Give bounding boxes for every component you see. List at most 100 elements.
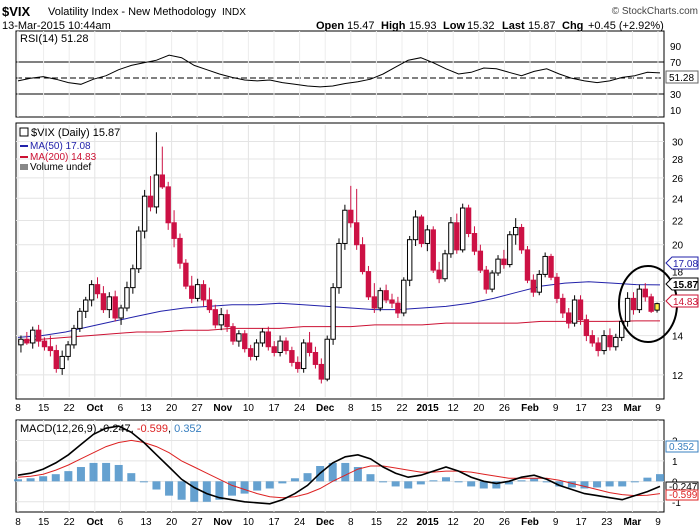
x-tick-label-top: 9 [655, 403, 661, 414]
macd-hist-value: 0.352 [174, 423, 202, 435]
candle-body [483, 269, 489, 290]
macd-tick-label: -1 [672, 498, 681, 509]
candle-body [183, 262, 189, 287]
macd-hist-bar [593, 481, 602, 488]
x-tick-label-top: 13 [140, 403, 152, 414]
candle-body [501, 258, 507, 266]
candle-body [518, 226, 525, 251]
macd-hist-bar [404, 481, 413, 489]
ma200-tag-text: 14.83 [673, 297, 698, 308]
candle-body [77, 310, 83, 329]
x-tick-label-bottom: 9 [655, 517, 661, 528]
rsi-label: RSI(14) 51.28 [20, 33, 88, 45]
x-tick-label-bottom: 8 [348, 517, 354, 528]
macd-hist-bar [391, 481, 400, 487]
low-value: 15.32 [467, 20, 495, 32]
candle-body [295, 361, 301, 370]
macd-hist-bar [630, 481, 639, 483]
candle-body [348, 209, 354, 224]
candle-body [247, 348, 254, 357]
macd-hist-bar [303, 473, 312, 482]
candle-body [489, 272, 495, 290]
candle-body [136, 230, 142, 270]
macd-hist-bar [265, 481, 274, 489]
volume-legend: Volume undef [30, 162, 91, 173]
x-tick-label-top: 9 [553, 403, 559, 414]
macd-hist-bar [542, 481, 551, 483]
macd-hist-bar [114, 464, 123, 482]
x-tick-label-bottom: Nov [213, 517, 232, 528]
macd-hist-bar [253, 481, 262, 491]
candle-body [577, 299, 584, 321]
macd-hist-bar [530, 478, 539, 482]
candle-body [459, 207, 466, 251]
candle-body [171, 222, 177, 239]
ma50-tag [665, 256, 699, 270]
candle-body [401, 279, 407, 314]
x-tick-label-top: Nov [213, 403, 232, 414]
candle-body [177, 237, 183, 264]
candle-body [536, 273, 542, 293]
x-tick-label-bottom: 13 [140, 517, 152, 528]
x-tick-label-top: Mar [624, 403, 642, 414]
candle-body [236, 333, 242, 342]
datetime-label: 13-Mar-2015 10:44am [2, 20, 111, 32]
candle-body [512, 226, 519, 236]
candle-body [324, 338, 330, 380]
macd-hist-bar [240, 481, 249, 494]
candle-body [277, 340, 283, 353]
candle-body [383, 290, 389, 301]
ma50-legend: MA(50) 17.08 [30, 141, 91, 152]
candle-body [560, 297, 566, 314]
x-tick-label-top: 8 [15, 403, 21, 414]
macd-hist-tag [665, 440, 699, 453]
price-tick-label: 22 [672, 216, 684, 227]
x-tick-label-bottom: 10 [243, 517, 255, 528]
x-tick-label-bottom: 15 [371, 517, 383, 528]
macd-hist-bar [76, 467, 85, 482]
x-tick-label-top: 15 [371, 403, 383, 414]
volume-legend-swatch [20, 164, 28, 170]
x-tick-label-bottom: 9 [553, 517, 559, 528]
macd-hist-bar [416, 481, 425, 485]
chg-value: +0.45 (+2.92%) [588, 20, 664, 32]
candle-body [124, 287, 130, 309]
candle-body [289, 350, 295, 363]
candle-body [548, 255, 554, 278]
x-axis-top: 8 15 22 Oct 6 13 20 27 Nov 10 17 24 Dec 8 15 22 2015 12 20… [15, 403, 661, 414]
x-tick-label-bottom: 22 [396, 517, 408, 528]
candle-body [59, 355, 65, 370]
rsi-tick-70: 70 [670, 58, 682, 69]
candle-body [424, 229, 431, 244]
symbol-title: $VIX [2, 4, 31, 19]
macd-hist-bar [429, 480, 438, 482]
candle-body [566, 312, 572, 324]
candle-body [436, 269, 442, 280]
candle-body [118, 307, 124, 319]
candle-body [83, 299, 89, 312]
candle-body [530, 279, 537, 293]
candle-body [365, 271, 372, 298]
rsi-tick-30: 30 [670, 90, 682, 101]
macd-signal-line [17, 439, 661, 499]
x-tick-label-bottom: Feb [521, 517, 539, 528]
candle-body [406, 239, 413, 281]
candle-body [271, 346, 277, 353]
candle-body [495, 258, 501, 274]
exchange-label: INDX [222, 7, 246, 18]
candle-body [141, 195, 148, 232]
macd-hist-bar [102, 462, 111, 482]
last-price-tag-text: 15.87 [673, 280, 698, 291]
price-tick-label: 24 [672, 194, 684, 205]
x-tick-label-bottom: 15 [38, 517, 50, 528]
candle-body [642, 288, 648, 298]
rsi-panel [15, 30, 665, 118]
high-label: High [381, 20, 406, 32]
x-axis-bottom: 8 15 22 Oct 6 13 20 27 Nov 10 17 24 Dec 8 15 22 2015 12 20… [15, 517, 661, 528]
x-tick-label-bottom: 23 [601, 517, 613, 528]
macd-hist-bar [567, 481, 576, 488]
macd-hist-bar [454, 481, 463, 483]
macd-hist-bar [152, 481, 161, 490]
candle-body [377, 290, 383, 309]
x-tick-label-bottom: Oct [86, 517, 103, 528]
